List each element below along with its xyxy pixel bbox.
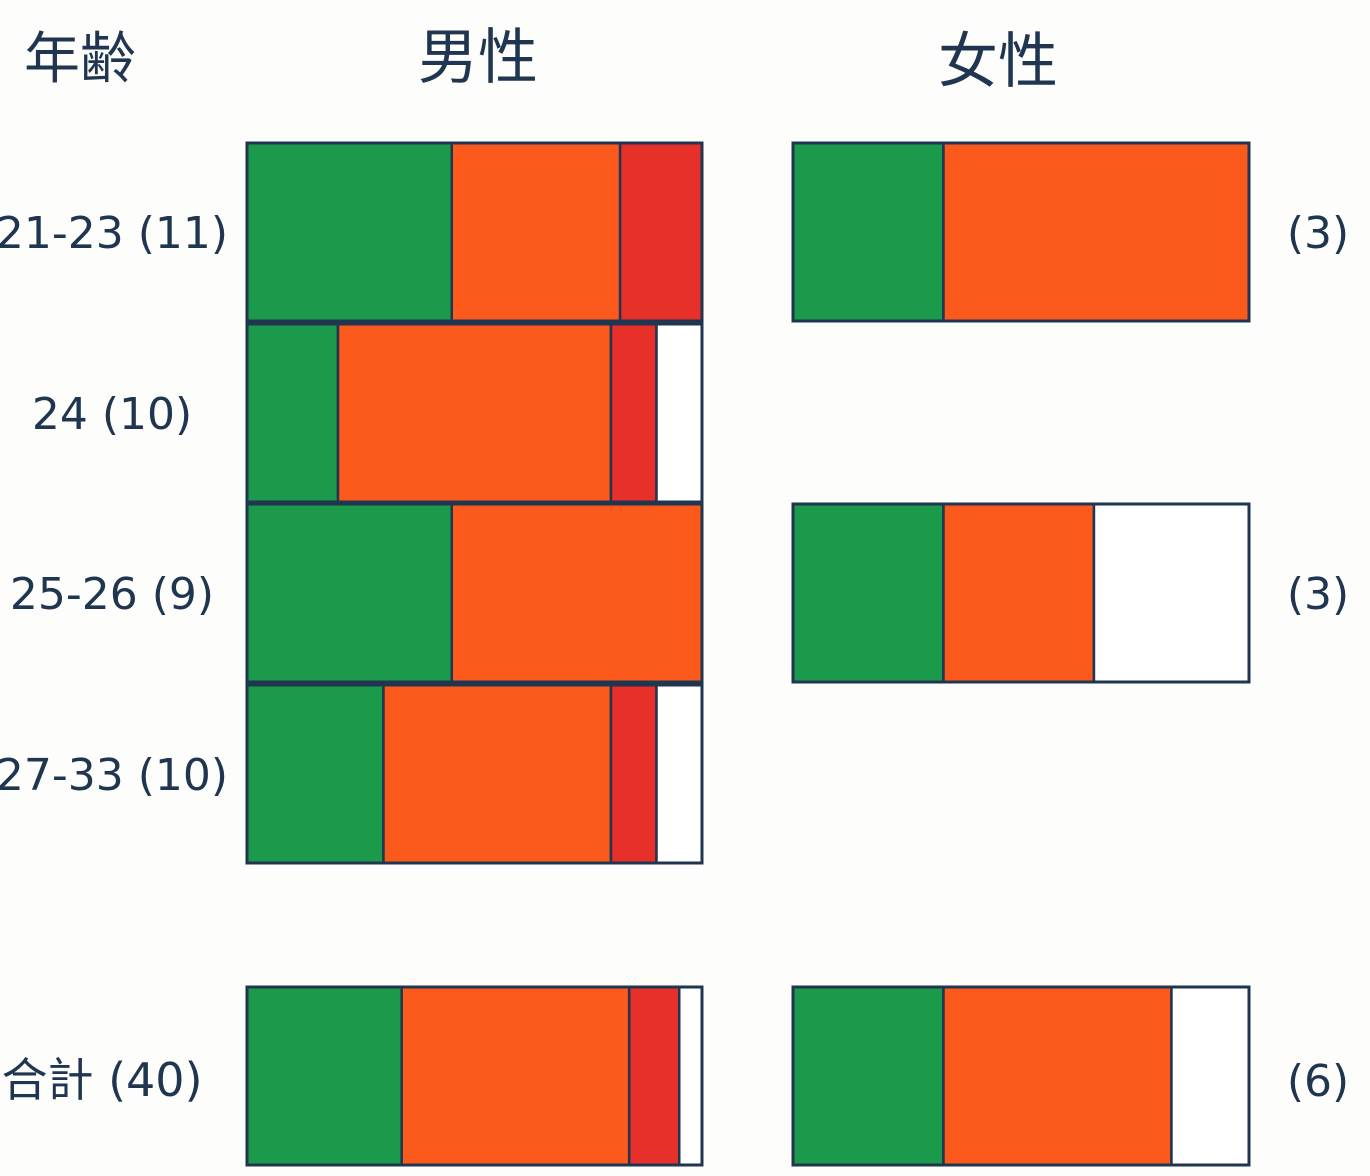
male-bar-21-23-red-segment	[618, 141, 704, 323]
male-bar-total-outline	[245, 985, 704, 1167]
female-bar-21-23-orange-segment	[942, 141, 1251, 323]
female-bar-25-26-empty-segment	[1092, 502, 1251, 684]
female-header: 女性	[938, 27, 1058, 97]
male-bar-25-26-outline	[245, 502, 704, 684]
male-bar-27-33-green-segment	[245, 683, 385, 865]
male-bar-24-orange-segment	[336, 322, 613, 504]
male-bar-27-33-outline	[245, 683, 704, 865]
male-bar-25-26-green-segment	[245, 502, 453, 684]
female-bar-total-orange-segment	[942, 985, 1173, 1167]
male-bar-27-33-red-segment	[609, 683, 658, 865]
male-bar-24-outline	[245, 322, 704, 504]
age-header: 年齢	[24, 27, 136, 92]
female-bar-25-26-outline	[791, 502, 1251, 684]
row-label-24: 24 (10)	[32, 389, 192, 440]
male-bar-total-green-segment	[245, 985, 403, 1167]
female-bar-total-outline	[791, 985, 1251, 1167]
male-bar-24-green-segment	[245, 322, 340, 504]
female-bar-21-23-green-segment	[791, 141, 945, 323]
female-bar-25-26-orange-segment	[942, 502, 1096, 684]
male-bar-total-empty-segment	[678, 985, 704, 1167]
male-bar-25-26-orange-segment	[450, 502, 704, 684]
row-label-25-26: 25-26 (9)	[10, 569, 214, 620]
female-bar-25-26-green-segment	[791, 502, 945, 684]
male-bar-24-empty-segment	[655, 322, 704, 504]
male-bar-21-23-outline	[245, 141, 704, 323]
female-bar-total-empty-segment	[1170, 985, 1251, 1167]
female-bar-total-green-segment	[791, 985, 945, 1167]
male-bar-21-23-green-segment	[245, 141, 453, 323]
female-count-total: (6)	[1287, 1056, 1349, 1107]
male-bar-27-33-orange-segment	[382, 683, 613, 865]
male-bar-total-red-segment	[627, 985, 681, 1167]
labels-layer: 21-23 (11) (3) 24 (10) 25-26 (9) (3) 27-33 (1…	[0, 208, 1349, 1107]
male-bar-24-red-segment	[609, 322, 658, 504]
female-count-21-23: (3)	[1287, 208, 1349, 259]
row-label-21-23: 21-23 (11)	[0, 208, 228, 259]
female-count-25-26: (3)	[1287, 569, 1349, 620]
bars-layer	[245, 141, 1251, 1167]
male-bar-21-23-orange-segment	[450, 141, 622, 323]
male-header: 男性	[418, 23, 538, 93]
row-label-27-33: 27-33 (10)	[0, 750, 228, 801]
male-bar-27-33-empty-segment	[655, 683, 704, 865]
row-label-total: 合計 (40)	[1, 1053, 202, 1107]
male-bar-total-orange-segment	[400, 985, 631, 1167]
female-bar-21-23-outline	[791, 141, 1251, 323]
